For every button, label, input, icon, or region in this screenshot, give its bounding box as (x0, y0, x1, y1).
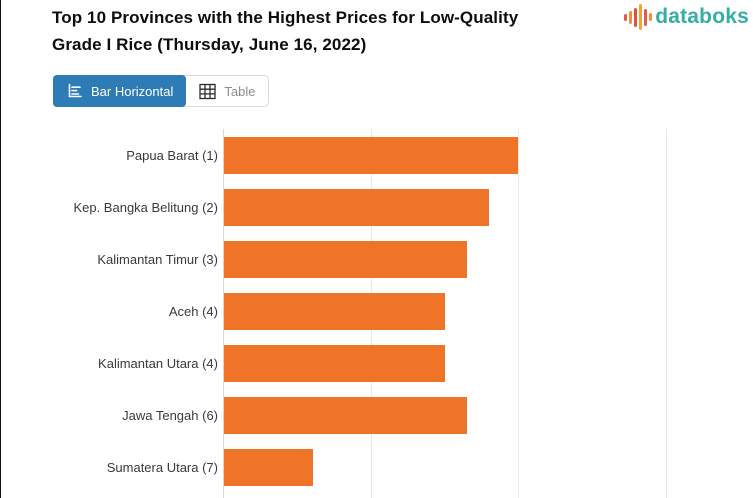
bar[interactable] (224, 241, 467, 278)
category-label: Sumatera Utara (7) (106, 460, 218, 475)
bar-chart: Papua Barat (1) Kep. Bangka Belitung (2)… (0, 129, 753, 498)
bar-horizontal-icon (66, 82, 84, 100)
bar[interactable] (224, 345, 445, 382)
bar-horizontal-label: Bar Horizontal (91, 83, 174, 99)
bar-row: Kep. Bangka Belitung (2) (0, 189, 753, 226)
bar[interactable] (224, 397, 467, 434)
widget-left-border (0, 0, 1, 498)
category-label: Jawa Tengah (6) (122, 408, 218, 423)
bar-row: Jawa Tengah (6) (0, 397, 753, 434)
category-label: Papua Barat (1) (126, 148, 218, 163)
bar[interactable] (224, 449, 313, 486)
bar[interactable] (224, 189, 489, 226)
bar[interactable] (224, 137, 518, 174)
bar-row: Aceh (4) (0, 293, 753, 330)
category-label: Kalimantan Timur (3) (97, 252, 218, 267)
bar[interactable] (224, 293, 445, 330)
databoks-pulse-icon (624, 3, 653, 31)
table-label: Table (224, 83, 256, 99)
x-gridline (666, 129, 667, 498)
view-switch-group: Bar Horizontal Table (53, 75, 270, 107)
bar-row: Kalimantan Timur (3) (0, 241, 753, 278)
databoks-logo: databoks (624, 3, 749, 31)
table-grid-icon (198, 82, 217, 101)
databoks-wordmark: databoks (655, 5, 749, 28)
category-label: Aceh (4) (168, 304, 218, 319)
category-label: Kalimantan Utara (4) (98, 356, 218, 371)
bar-row: Kalimantan Utara (4) (0, 345, 753, 382)
category-label: Kep. Bangka Belitung (2) (73, 200, 218, 215)
page-title: Top 10 Provinces with the Highest Prices… (52, 8, 519, 54)
x-gridline (518, 129, 519, 498)
y-axis-line (223, 129, 224, 498)
bar-row: Papua Barat (1) (0, 137, 753, 174)
bar-horizontal-view-button[interactable]: Bar Horizontal (53, 75, 187, 107)
table-view-button[interactable]: Table (185, 76, 268, 106)
bar-row: Sumatera Utara (7) (0, 449, 753, 486)
